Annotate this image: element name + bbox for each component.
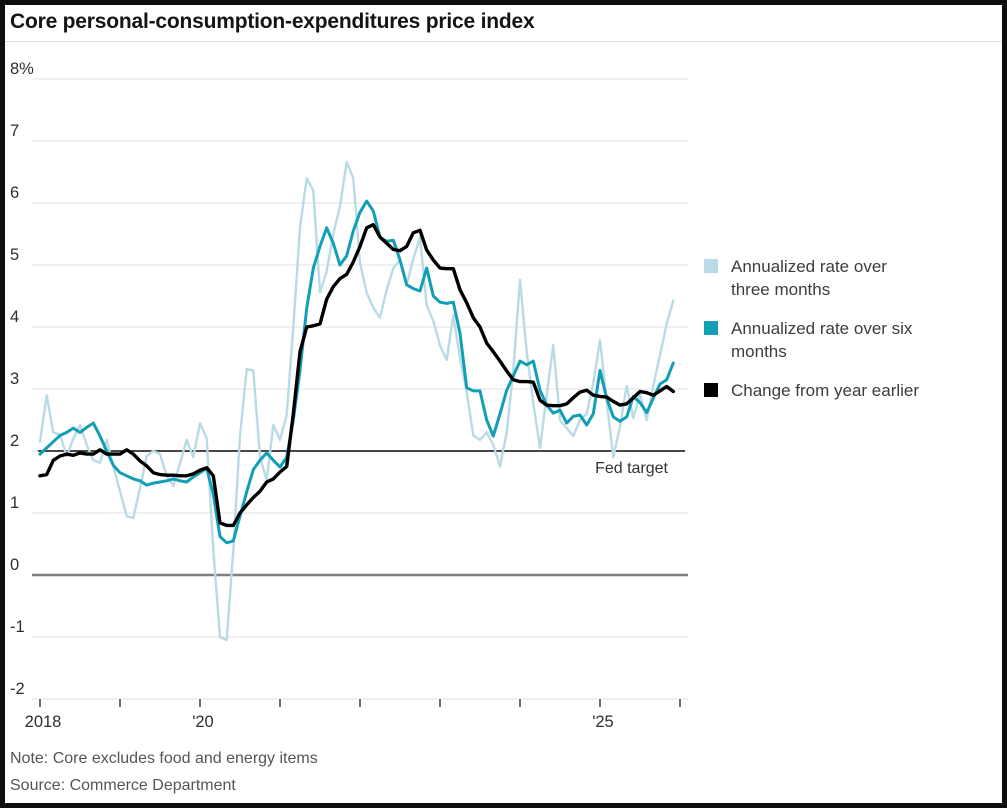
x-axis-label-2025: '25	[592, 713, 614, 731]
legend-item-1: Annualized rate over six months	[704, 317, 990, 363]
legend-swatch-icon	[704, 259, 718, 273]
chart-legend: Annualized rate over three months Annualiz…	[704, 255, 990, 402]
y-axis-label-6: 6	[10, 184, 19, 202]
title-divider	[5, 41, 1002, 42]
fed-target-label: Fed target	[595, 460, 668, 477]
legend-label: Annualized rate over three months	[731, 257, 887, 299]
y-axis-label-1: 1	[10, 494, 19, 512]
series-line-0	[38, 160, 675, 642]
legend-swatch-icon	[704, 321, 718, 335]
series-line-2	[38, 222, 675, 528]
series-line-1	[38, 199, 675, 545]
x-axis-label-2020: '20	[192, 713, 214, 731]
y-axis-label-2: 2	[10, 432, 19, 450]
legend-label: Change from year earlier	[731, 381, 920, 400]
chart-source: Source: Commerce Department	[10, 777, 236, 794]
y-axis-label-3: 3	[10, 370, 19, 388]
y-axis-label--2: -2	[10, 680, 25, 698]
chart-note: Note: Core excludes food and energy item…	[10, 750, 318, 767]
y-axis-label-0: 0	[10, 556, 19, 574]
legend-swatch-icon	[704, 383, 718, 397]
y-axis-label--1: -1	[10, 618, 25, 636]
y-axis-label-7: 7	[10, 122, 19, 140]
chart-title: Core personal-consumption-expenditures p…	[10, 10, 535, 33]
y-axis-label-5: 5	[10, 246, 19, 264]
legend-item-0: Annualized rate over three months	[704, 255, 990, 301]
x-axis-label-2018: 2018	[25, 713, 62, 731]
y-axis-label-8%: 8%	[10, 60, 34, 78]
legend-label: Annualized rate over six months	[731, 319, 913, 361]
y-axis-label-4: 4	[10, 308, 19, 326]
legend-item-2: Change from year earlier	[704, 379, 990, 402]
